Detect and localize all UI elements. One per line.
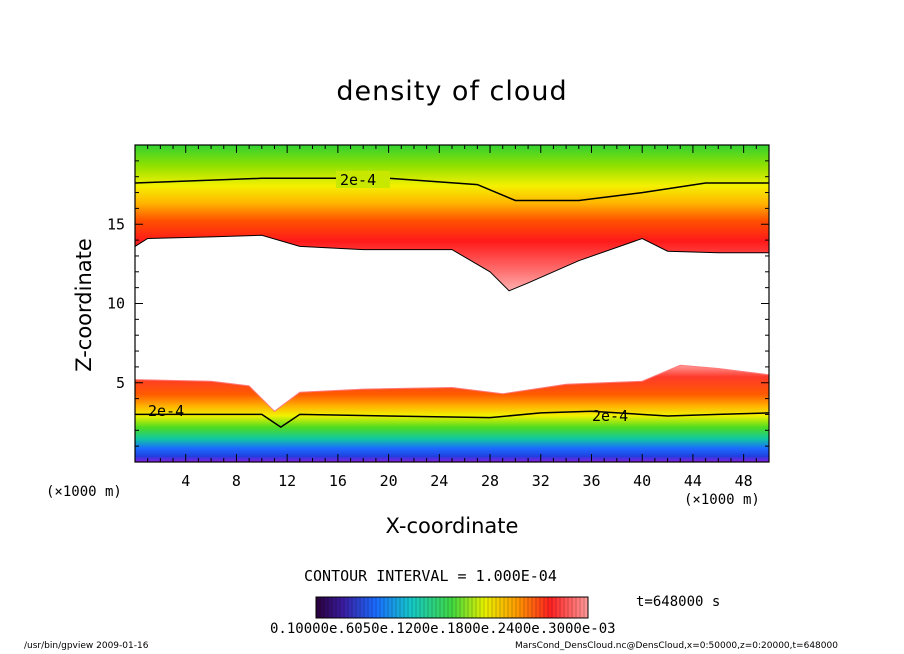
colorbar-tick-labels: 0.10000e.6050e.1200e.1800e.2400e.3000e-0…	[270, 621, 616, 637]
lower-contour-2e-4	[135, 410, 769, 429]
colorbar-frame	[315, 596, 589, 619]
upper-contour-label: 2e-4	[340, 171, 376, 189]
x-tick-label: 16	[329, 472, 347, 490]
x-axis-unit-right: (×1000 m)	[684, 492, 760, 508]
x-axis-label: X-coordinate	[385, 514, 519, 538]
time-label: t=648000 s	[636, 594, 721, 610]
footer-data-source: MarsCond_DensCloud.nc@DensCloud,x=0:5000…	[515, 641, 838, 651]
x-tick-label: 20	[380, 472, 398, 490]
x-axis-unit-left: (×1000 m)	[46, 484, 122, 500]
x-tick-label: 4	[181, 472, 190, 490]
x-tick-label: 12	[278, 472, 296, 490]
y-tick-label: 10	[107, 295, 125, 313]
lower-cloud-top-edge	[135, 364, 769, 412]
contour-interval-label: CONTOUR INTERVAL = 1.000E-04	[304, 567, 557, 585]
y-axis-label: Z-coordinate	[72, 238, 96, 372]
lower-left-contour-label: 2e-4	[148, 402, 184, 420]
lower-cloud-layer	[135, 365, 769, 462]
upper-cloud-layer	[135, 145, 769, 291]
x-tick-label: 32	[532, 472, 550, 490]
upper-contour-2e-4	[135, 177, 769, 202]
x-tick-label: 44	[684, 472, 702, 490]
upper-cloud-bottom-edge	[135, 234, 769, 292]
chart-title: density of cloud	[336, 76, 568, 107]
footer-program-info: /usr/bin/gpview 2009-01-16	[24, 641, 149, 651]
x-tick-label: 48	[735, 472, 753, 490]
x-tick-label: 8	[232, 472, 241, 490]
colorbar	[316, 597, 588, 618]
upper-contour-label-bg	[336, 171, 390, 188]
axis-ticks	[135, 145, 769, 462]
x-tick-label: 40	[633, 472, 651, 490]
y-tick-label: 5	[116, 374, 125, 392]
colorbar-stripes	[319, 597, 585, 618]
lower-right-contour-label: 2e-4	[592, 407, 628, 425]
y-tick-label: 15	[107, 215, 125, 233]
x-tick-label: 24	[430, 472, 448, 490]
x-tick-label: 28	[481, 472, 499, 490]
x-tick-label: 36	[582, 472, 600, 490]
